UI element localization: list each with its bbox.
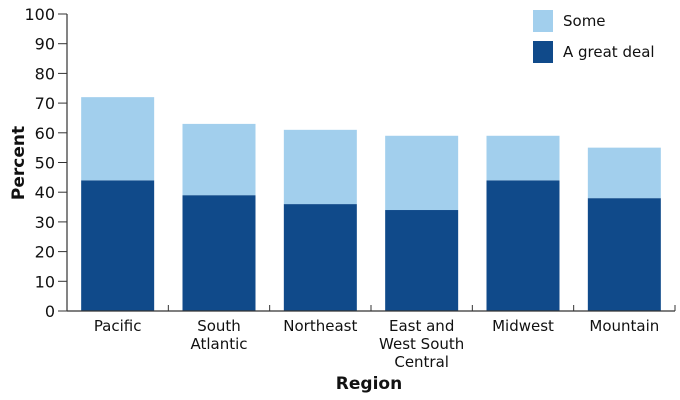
y-tick-label: 50 [35, 154, 55, 173]
x-tick-label: Atlantic [190, 335, 247, 353]
legend-label-great-deal: A great deal [563, 43, 655, 61]
y-tick-label: 30 [35, 213, 55, 232]
x-tick-label: East and [389, 317, 454, 335]
y-tick-label: 100 [24, 5, 55, 24]
y-tick-label: 10 [35, 272, 55, 291]
y-tick-label: 90 [35, 35, 55, 54]
legend-label-some: Some [563, 12, 606, 30]
legend-item-some: Some [533, 10, 655, 32]
bar-great-deal [81, 180, 155, 311]
y-tick-label: 60 [35, 124, 55, 143]
x-tick-label: Mountain [589, 317, 659, 335]
bar-great-deal [182, 195, 256, 311]
legend-swatch-great-deal [533, 41, 553, 63]
y-axis-title: Percent [9, 126, 29, 200]
x-tick-label: Pacific [94, 317, 142, 335]
y-tick-label: 70 [35, 94, 55, 113]
x-tick-label: West South [379, 335, 464, 353]
bar-some [486, 135, 560, 181]
y-tick-label: 80 [35, 64, 55, 83]
x-tick-label: Midwest [492, 317, 554, 335]
bar-some [385, 135, 459, 211]
legend: Some A great deal [533, 10, 655, 72]
bar-some [283, 129, 357, 205]
legend-item-great-deal: A great deal [533, 41, 655, 63]
bar-great-deal [385, 210, 459, 311]
y-tick-label: 40 [35, 183, 55, 202]
bar-some [81, 97, 155, 181]
y-tick-label: 0 [45, 302, 55, 321]
bar-some [182, 123, 256, 196]
bars-group [81, 97, 661, 311]
bar-great-deal [486, 180, 560, 311]
x-tick-label: Central [394, 353, 449, 371]
y-tick-label: 20 [35, 243, 55, 262]
bar-great-deal [283, 204, 357, 311]
bar-great-deal [587, 198, 661, 311]
x-axis-title: Region [336, 374, 402, 394]
bar-some [587, 147, 661, 199]
x-tick-label: Northeast [283, 317, 357, 335]
legend-swatch-some [533, 10, 553, 32]
x-tick-label: South [197, 317, 241, 335]
